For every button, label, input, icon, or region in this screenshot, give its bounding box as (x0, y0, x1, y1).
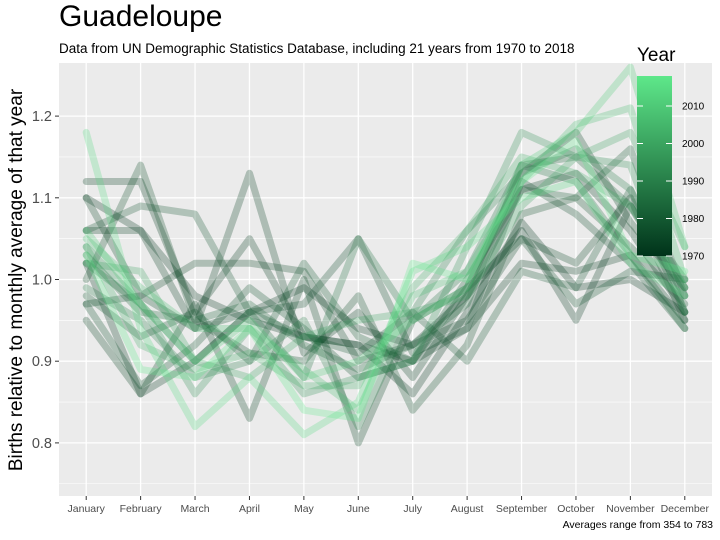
legend-colorbar (637, 76, 672, 256)
series-line-1974 (82, 128, 689, 447)
x-tick-label: December (661, 503, 710, 515)
series-line-1970 (82, 194, 689, 398)
series-line-1975 (82, 194, 689, 365)
x-tick-label: April (239, 503, 260, 515)
x-tick-label: November (606, 503, 655, 515)
series-line-1995 (82, 128, 689, 398)
legend-tick-label: 1980 (682, 214, 705, 225)
x-tick-label: February (120, 503, 163, 515)
series-line-1979 (82, 186, 689, 365)
x-tick-label: March (180, 503, 209, 515)
series-line-2006 (82, 104, 689, 414)
series-line-1990 (82, 145, 689, 431)
series-line-1977 (82, 161, 689, 414)
chart-subtitle: Data from UN Demographic Statistics Data… (59, 41, 575, 56)
x-tick-label: July (403, 503, 422, 515)
series-line-2014 (82, 128, 689, 439)
y-tick-label: 1.1 (32, 191, 52, 207)
legend-tick-label: 1990 (682, 177, 705, 188)
series-line-1978 (82, 235, 689, 390)
series-line-2003 (82, 153, 689, 390)
x-tick-label: August (451, 503, 484, 515)
series-line-1983 (82, 153, 689, 373)
y-tick-label: 1.0 (32, 273, 52, 289)
x-tick-label: September (496, 503, 548, 515)
legend-tick-label: 2010 (682, 102, 705, 113)
legend-tick-label: 1970 (682, 252, 705, 263)
x-tick-label: January (68, 503, 106, 515)
series-line-2018 (82, 137, 689, 422)
y-tick-label: 0.8 (32, 436, 52, 452)
series-line-2000 (82, 128, 689, 381)
series-line-2010 (82, 63, 689, 381)
legend-tick-label: 2000 (682, 139, 705, 150)
series-line-1980 (82, 145, 689, 365)
chart-caption: Averages range from 354 to 783 (562, 519, 713, 531)
chart-title: Guadeloupe (59, 0, 223, 33)
series-line-1971 (82, 202, 689, 398)
series-line-1986 (82, 161, 689, 381)
series-line-1972 (82, 178, 689, 365)
x-tick-label: October (557, 503, 595, 515)
y-tick-label: 1.2 (32, 109, 52, 125)
series-line-1973 (82, 169, 689, 381)
x-tick-label: June (347, 503, 370, 515)
legend-title: Year (637, 45, 676, 66)
x-tick-label: May (294, 503, 315, 515)
y-tick-label: 0.9 (32, 354, 52, 370)
series-line-1976 (82, 178, 689, 357)
